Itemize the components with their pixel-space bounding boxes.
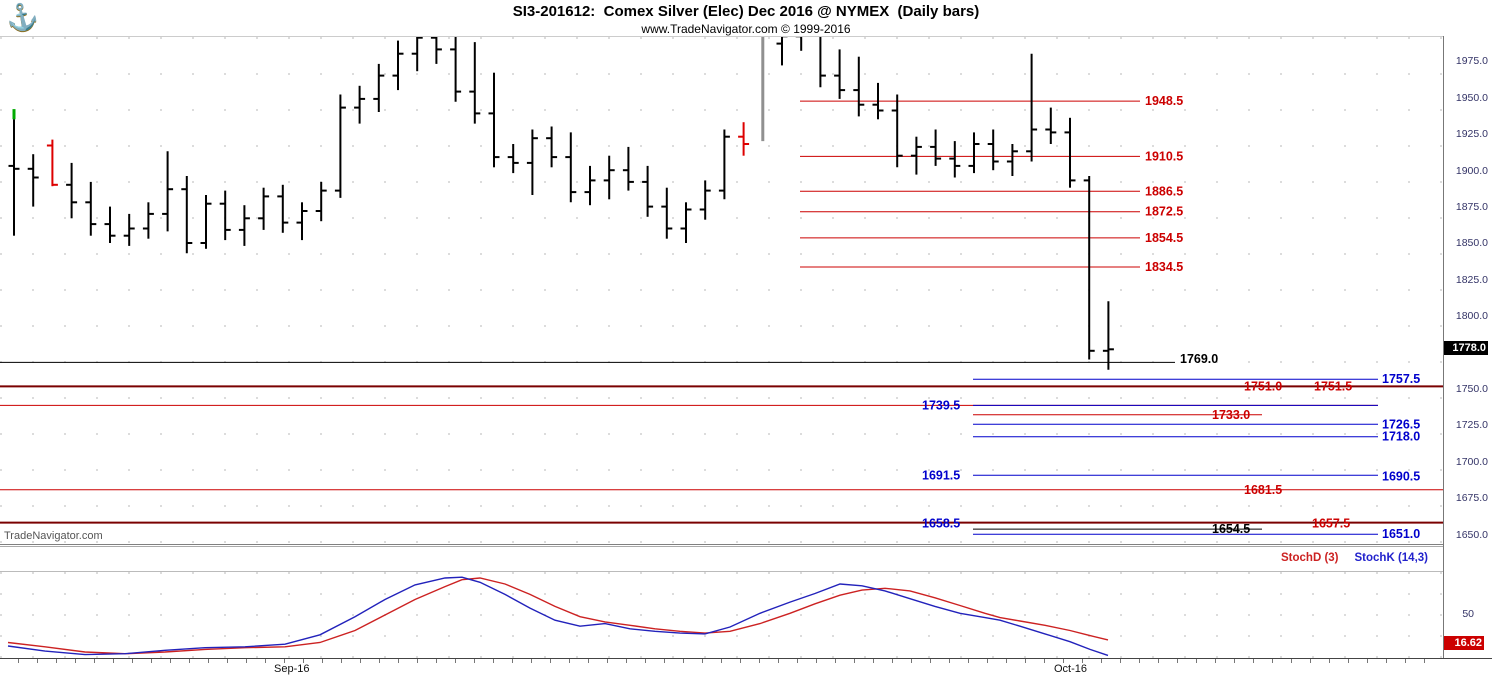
- stochd-legend[interactable]: StochD (3): [1281, 552, 1339, 564]
- price-line-label: 1651.0: [1382, 527, 1420, 541]
- stochk-line: [7, 576, 1109, 657]
- price-axis-label: 1850.0: [1455, 237, 1488, 249]
- price-line-label: 1691.5: [922, 468, 960, 482]
- price-line-label: 1690.5: [1382, 470, 1420, 484]
- price-line-label: 1751.5: [1314, 379, 1352, 393]
- price-line-label: 1726.5: [1382, 417, 1420, 431]
- indicator-legend: StochD (3) StochK (14,3): [0, 546, 1443, 570]
- last-price-marker: 1778.0: [1444, 341, 1488, 355]
- price-axis-label: 1925.0: [1455, 128, 1488, 140]
- price-line-label: 1657.5: [1312, 516, 1350, 530]
- price-line-label: 1834.5: [1145, 260, 1183, 274]
- chart-title: SI3-201612: Comex Silver (Elec) Dec 2016…: [512, 3, 980, 20]
- stochd-line: [7, 577, 1109, 655]
- time-axis-label: Oct-16: [1054, 663, 1088, 675]
- price-line-label: 1658.5: [922, 516, 960, 530]
- price-axis-label: 1800.0: [1455, 310, 1488, 322]
- price-line-label: 1718.0: [1382, 430, 1420, 444]
- time-axis-label: Sep-16: [274, 663, 310, 675]
- price-line-label: 1872.5: [1145, 205, 1183, 219]
- price-axis-label: 1700.0: [1455, 456, 1488, 468]
- stochastic-panel[interactable]: [0, 571, 1443, 658]
- price-axis-label: 1725.0: [1455, 419, 1488, 431]
- stoch-value-marker: 16.62: [1444, 636, 1484, 650]
- price-axis-label: 1650.0: [1455, 529, 1488, 541]
- price-line-label: 1948.5: [1145, 94, 1183, 108]
- price-axis-label: 1900.0: [1455, 165, 1488, 177]
- price-axis-label: 1675.0: [1455, 492, 1488, 504]
- price-axis-label: 1750.0: [1455, 383, 1488, 395]
- price-axis-label: 1975.0: [1455, 55, 1488, 67]
- price-axis-label: 1950.0: [1455, 92, 1488, 104]
- axis-separator: [1443, 36, 1444, 658]
- price-line-label: 1733.0: [1212, 408, 1250, 422]
- stochk-legend[interactable]: StochK (14,3): [1354, 552, 1429, 564]
- price-line-label: 1886.5: [1145, 184, 1183, 198]
- price-axis-label: 1875.0: [1455, 201, 1488, 213]
- time-axis: Sep-16 Oct-16: [0, 658, 1492, 678]
- price-line-label: 1769.0: [1180, 352, 1218, 366]
- price-chart-panel[interactable]: 1948.5 1910.5 1886.5 1872.5 1854.5 1834.5 1769…: [0, 36, 1443, 545]
- price-axis-label: 1825.0: [1455, 274, 1488, 286]
- price-line-label: 1751.0: [1244, 379, 1282, 393]
- price-axis: 1778.0 50 16.62 1975.0 1950.0 1925.0 1900.0…: [1444, 0, 1492, 678]
- price-line-label: 1739.5: [922, 398, 960, 412]
- stoch-axis-label: 50: [1462, 608, 1474, 620]
- price-line-label: 1910.5: [1145, 149, 1183, 163]
- price-line-label: 1654.5: [1212, 522, 1250, 536]
- price-line-label: 1681.5: [1244, 483, 1282, 497]
- price-chart-canvas[interactable]: 1948.5 1910.5 1886.5 1872.5 1854.5 1834.5 1769…: [0, 37, 1443, 546]
- stochastic-canvas[interactable]: [0, 572, 1443, 659]
- watermark: TradeNavigator.com: [4, 530, 103, 542]
- price-line-label: 1854.5: [1145, 231, 1183, 245]
- price-line-label: 1757.5: [1382, 372, 1420, 386]
- chart-subtitle: www.TradeNavigator.com © 1999-2016: [641, 22, 851, 36]
